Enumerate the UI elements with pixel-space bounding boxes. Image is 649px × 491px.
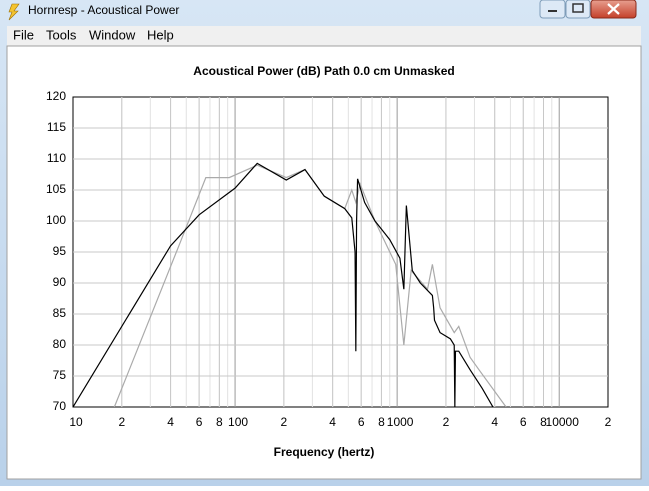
x-tick-label: 6 bbox=[196, 415, 203, 429]
x-tick-label: 4 bbox=[167, 415, 174, 429]
x-tick-label: 2 bbox=[605, 415, 612, 429]
x-tick-label: 4 bbox=[491, 415, 498, 429]
x-tick-label: 10 bbox=[69, 415, 83, 429]
y-tick-label: 120 bbox=[46, 89, 66, 103]
minimize-button[interactable] bbox=[539, 0, 566, 19]
y-tick-label: 75 bbox=[53, 368, 67, 382]
y-tick-label: 70 bbox=[53, 399, 67, 413]
x-tick-label: 6 bbox=[358, 415, 365, 429]
window-title: Hornresp - Acoustical Power bbox=[28, 3, 179, 17]
x-tick-label: 100 bbox=[228, 415, 248, 429]
response-curve bbox=[73, 162, 494, 407]
menu-item[interactable]: Window bbox=[89, 27, 136, 42]
menu-item[interactable]: Tools bbox=[46, 27, 77, 42]
x-tick-label: 1000 bbox=[387, 415, 414, 429]
close-icon bbox=[607, 3, 620, 15]
app-icon bbox=[8, 3, 20, 21]
x-tick-label: 6 bbox=[520, 415, 527, 429]
maximize-icon bbox=[572, 3, 584, 13]
y-tick-label: 90 bbox=[53, 275, 67, 289]
x-tick-label: 2 bbox=[281, 415, 288, 429]
menu-bar bbox=[7, 26, 641, 46]
x-tick-label: 8 bbox=[378, 415, 385, 429]
x-tick-label: 4 bbox=[329, 415, 336, 429]
x-tick-label: 8 bbox=[216, 415, 223, 429]
x-tick-label: 2 bbox=[118, 415, 125, 429]
x-axis-label: Frequency (hertz) bbox=[274, 445, 375, 459]
x-tick-label: 10000 bbox=[546, 415, 580, 429]
menu-item[interactable]: Help bbox=[147, 27, 174, 42]
plot-lines bbox=[73, 162, 507, 407]
y-tick-label: 115 bbox=[47, 120, 66, 134]
x-tick-label: 8 bbox=[540, 415, 547, 429]
y-tick-label: 80 bbox=[53, 337, 67, 351]
menu-items: File Tools Window Help bbox=[13, 27, 174, 42]
maximize-button[interactable] bbox=[565, 0, 591, 19]
y-tick-label: 105 bbox=[46, 182, 66, 196]
menu-item[interactable]: File bbox=[13, 27, 34, 42]
y-tick-label: 95 bbox=[53, 244, 67, 258]
response-curve bbox=[113, 164, 507, 407]
chart-title: Acoustical Power (dB) Path 0.0 cm Unmask… bbox=[193, 64, 454, 78]
x-tick-label: 2 bbox=[443, 415, 450, 429]
y-tick-label: 85 bbox=[53, 306, 67, 320]
y-tick-label: 110 bbox=[47, 151, 66, 165]
grid bbox=[73, 97, 608, 407]
y-tick-label: 100 bbox=[46, 213, 66, 227]
